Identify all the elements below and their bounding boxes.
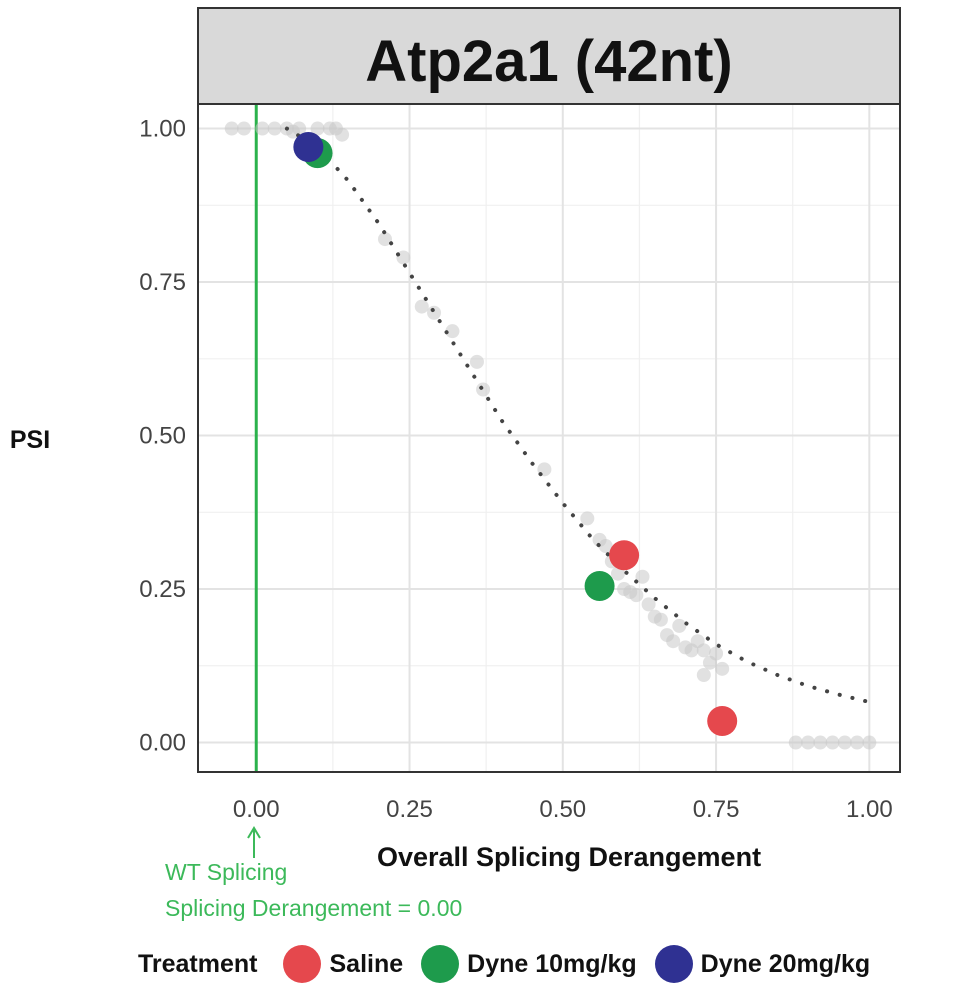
panel-title: Atp2a1 (42nt) <box>365 29 732 94</box>
background-points <box>224 121 877 750</box>
point-dyne-10mg-kg <box>584 570 615 601</box>
background-point <box>236 121 251 136</box>
background-point <box>267 121 282 136</box>
background-point <box>715 661 730 676</box>
background-point <box>788 735 803 750</box>
legend-swatch-dyne-10 <box>421 945 460 983</box>
legend-item-dyne-20: Dyne 20mg/kg <box>654 945 871 983</box>
annotation-line-1: WT Splicing <box>165 859 287 885</box>
background-point <box>837 735 852 750</box>
legend-label-dyne-20: Dyne 20mg/kg <box>700 949 871 978</box>
fit-curve-layer <box>284 126 872 704</box>
y-axis-label: PSI <box>10 426 50 454</box>
legend-item-dyne-10: Dyne 10mg/kg <box>421 945 637 983</box>
y-tick-label: 0.50 <box>139 423 186 450</box>
background-point <box>224 121 239 136</box>
background-point <box>801 735 816 750</box>
background-point <box>414 299 429 314</box>
y-tick-label: 0.75 <box>139 269 186 296</box>
background-point <box>666 634 681 649</box>
background-point <box>672 618 687 633</box>
background-point <box>641 597 656 612</box>
wt-annotation: WT Splicing Splicing Derangement = 0.00 <box>165 826 462 921</box>
background-point <box>696 643 711 658</box>
background-point <box>635 569 650 584</box>
panel-background <box>198 104 900 772</box>
background-point <box>377 232 392 247</box>
background-point <box>653 612 668 627</box>
y-tick-label: 0.25 <box>139 576 186 603</box>
annotation-line-2: Splicing Derangement = 0.00 <box>165 895 462 921</box>
legend-swatch-dyne-20 <box>654 945 693 983</box>
x-tick-label: 0.50 <box>539 796 586 823</box>
background-point <box>862 735 877 750</box>
y-tick-labels: 0.00 0.25 0.50 0.75 1.00 <box>139 116 186 757</box>
point-saline <box>707 706 738 737</box>
background-point <box>610 566 625 581</box>
annotation-arrow-head <box>247 826 261 839</box>
background-point <box>850 735 865 750</box>
background-point <box>476 382 491 397</box>
point-saline <box>609 540 640 571</box>
legend-label-saline: Saline <box>329 949 404 978</box>
y-tick-label: 0.00 <box>139 730 186 757</box>
x-axis-label: Overall Splicing Derangement <box>377 842 761 872</box>
x-tick-label: 1.00 <box>846 796 893 823</box>
background-point <box>825 735 840 750</box>
x-tick-label: 0.25 <box>386 796 433 823</box>
background-point <box>445 324 460 339</box>
background-point <box>598 539 613 554</box>
background-point <box>469 354 484 369</box>
background-point <box>310 121 325 136</box>
legend-item-saline: Saline <box>283 945 403 983</box>
background-point <box>813 735 828 750</box>
x-tick-labels: 0.00 0.25 0.50 0.75 1.00 <box>233 796 893 823</box>
x-tick-label: 0.75 <box>693 796 740 823</box>
y-tick-label: 1.00 <box>139 116 186 143</box>
background-point <box>427 305 442 320</box>
background-point <box>709 646 724 661</box>
treatment-points <box>293 131 738 737</box>
background-point <box>255 121 270 136</box>
background-point <box>335 127 350 142</box>
panel-strip <box>197 7 901 105</box>
fit-curve <box>284 126 872 704</box>
legend-title: Treatment <box>138 949 258 978</box>
legend-label-dyne-10: Dyne 10mg/kg <box>467 949 637 978</box>
legend-swatch-saline <box>283 945 322 983</box>
background-point <box>629 588 644 603</box>
grid-lines <box>198 104 900 772</box>
x-tick-label: 0.00 <box>233 796 280 823</box>
background-point <box>580 511 595 526</box>
legend: Treatment Saline Dyne 10mg/kg Dyne 20mg/… <box>138 945 888 983</box>
point-dyne-20mg-kg <box>293 131 324 162</box>
background-point <box>696 667 711 682</box>
